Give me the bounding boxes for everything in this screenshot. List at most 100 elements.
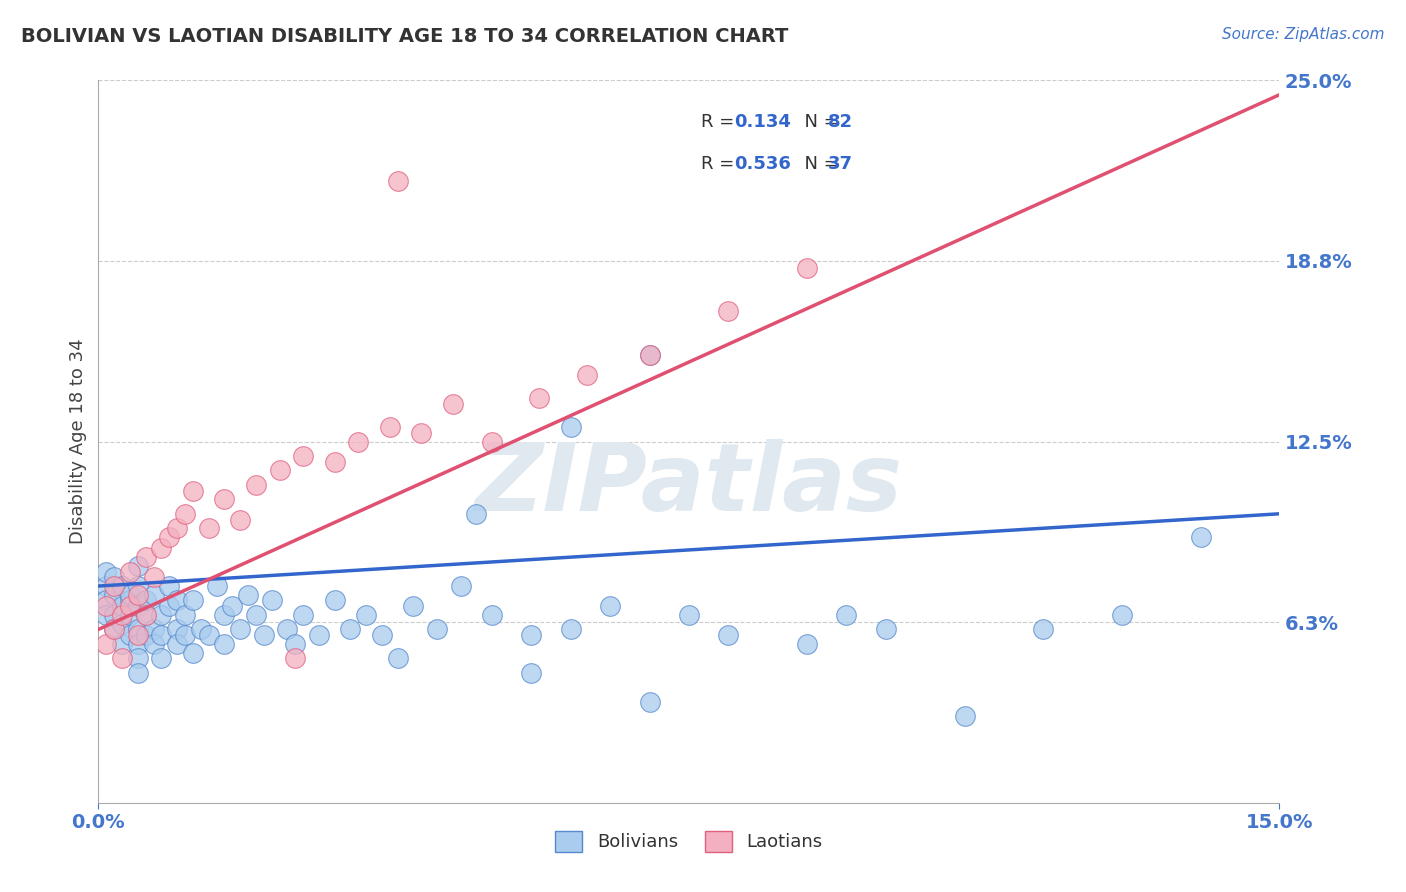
- Point: [717, 628, 740, 642]
- Point: [118, 593, 141, 607]
- Point: [245, 607, 267, 622]
- Point: [118, 565, 141, 579]
- Point: [142, 570, 165, 584]
- Point: [150, 651, 173, 665]
- Point: [181, 593, 204, 607]
- Text: BOLIVIAN VS LAOTIAN DISABILITY AGE 18 TO 34 CORRELATION CHART: BOLIVIAN VS LAOTIAN DISABILITY AGE 18 TO…: [21, 27, 789, 45]
- Point: [717, 304, 740, 318]
- Point: [402, 599, 425, 614]
- Point: [135, 607, 157, 622]
- Point: [1111, 607, 1133, 622]
- Point: [197, 628, 219, 642]
- Point: [135, 607, 157, 622]
- Point: [150, 628, 173, 642]
- Point: [166, 637, 188, 651]
- Point: [96, 607, 118, 622]
- Point: [599, 599, 621, 614]
- Point: [142, 623, 165, 637]
- Point: [150, 607, 173, 622]
- Point: [103, 623, 125, 637]
- Point: [118, 588, 141, 602]
- Point: [529, 391, 551, 405]
- Point: [387, 651, 409, 665]
- Point: [118, 628, 141, 642]
- Point: [197, 521, 219, 535]
- Point: [245, 478, 267, 492]
- Point: [127, 651, 149, 665]
- Point: [96, 565, 118, 579]
- Point: [276, 623, 298, 637]
- Point: [560, 623, 582, 637]
- Point: [236, 588, 259, 602]
- Point: [638, 695, 661, 709]
- Point: [1032, 623, 1054, 637]
- Point: [214, 492, 236, 507]
- Point: [260, 593, 283, 607]
- Text: 0.536: 0.536: [734, 154, 790, 173]
- Point: [411, 425, 433, 440]
- Point: [135, 628, 157, 642]
- Text: 0.134: 0.134: [734, 112, 790, 131]
- Point: [135, 593, 157, 607]
- Point: [323, 455, 346, 469]
- Point: [96, 599, 118, 614]
- Point: [387, 174, 409, 188]
- Point: [166, 623, 188, 637]
- Point: [181, 646, 204, 660]
- Point: [678, 607, 700, 622]
- Point: [835, 607, 858, 622]
- Point: [127, 579, 149, 593]
- Point: [441, 397, 464, 411]
- Point: [292, 449, 315, 463]
- Point: [253, 628, 276, 642]
- Point: [284, 651, 307, 665]
- Point: [174, 507, 197, 521]
- Text: ZIPatlas: ZIPatlas: [475, 439, 903, 531]
- Point: [127, 599, 149, 614]
- Point: [127, 637, 149, 651]
- Point: [127, 588, 149, 602]
- Point: [150, 541, 173, 556]
- Point: [481, 434, 503, 449]
- Point: [111, 599, 134, 614]
- Point: [575, 368, 598, 382]
- Point: [450, 579, 472, 593]
- Point: [111, 616, 134, 631]
- Point: [284, 637, 307, 651]
- Point: [465, 507, 488, 521]
- Point: [481, 607, 503, 622]
- Point: [347, 434, 370, 449]
- Point: [181, 483, 204, 498]
- Point: [111, 607, 134, 622]
- Point: [560, 420, 582, 434]
- Text: R =: R =: [700, 154, 740, 173]
- Point: [103, 607, 125, 622]
- Point: [638, 348, 661, 362]
- Point: [229, 623, 252, 637]
- Point: [174, 607, 197, 622]
- Point: [205, 579, 228, 593]
- Point: [190, 623, 212, 637]
- Point: [96, 579, 118, 593]
- Point: [796, 637, 818, 651]
- Point: [520, 628, 543, 642]
- Point: [127, 558, 149, 573]
- Point: [111, 637, 134, 651]
- Point: [142, 588, 165, 602]
- Point: [638, 348, 661, 362]
- Text: N =: N =: [793, 112, 845, 131]
- Point: [214, 607, 236, 622]
- Point: [103, 579, 125, 593]
- Point: [96, 637, 118, 651]
- Point: [339, 623, 361, 637]
- Point: [174, 628, 197, 642]
- Point: [796, 261, 818, 276]
- Point: [875, 623, 897, 637]
- Point: [118, 599, 141, 614]
- Point: [127, 623, 149, 637]
- Point: [135, 550, 157, 565]
- Point: [520, 665, 543, 680]
- Point: [308, 628, 330, 642]
- Text: Source: ZipAtlas.com: Source: ZipAtlas.com: [1222, 27, 1385, 42]
- Point: [142, 637, 165, 651]
